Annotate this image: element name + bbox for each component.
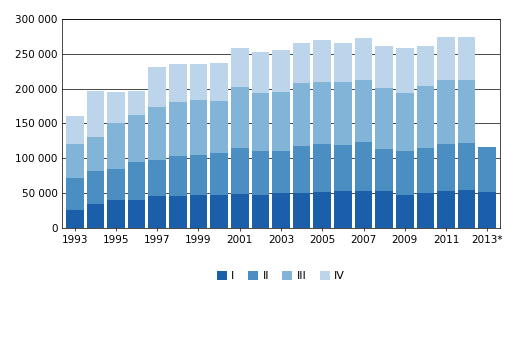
Bar (272, 92, 290, 151)
Bar (458, 80, 475, 143)
Bar (272, 151, 290, 193)
Bar (190, 64, 207, 100)
Bar (231, 87, 249, 148)
Bar (417, 86, 434, 148)
Bar (169, 64, 187, 102)
Bar (107, 169, 125, 200)
Bar (375, 149, 393, 191)
Bar (107, 92, 125, 123)
Bar (479, 147, 496, 192)
Bar (437, 144, 455, 191)
Bar (375, 88, 393, 149)
Bar (479, 192, 496, 228)
Bar (417, 148, 434, 193)
Bar (231, 148, 249, 194)
Bar (128, 90, 145, 115)
Bar (252, 93, 269, 151)
Bar (458, 37, 475, 80)
Bar (417, 193, 434, 228)
Bar (252, 52, 269, 93)
Bar (210, 153, 228, 195)
Bar (169, 102, 187, 156)
Bar (231, 194, 249, 228)
Bar (231, 47, 249, 87)
Bar (354, 191, 372, 228)
Bar (169, 196, 187, 228)
Bar (190, 195, 207, 228)
Bar (293, 193, 310, 228)
Bar (272, 50, 290, 92)
Bar (437, 191, 455, 228)
Bar (396, 195, 414, 228)
Bar (107, 123, 125, 169)
Bar (313, 144, 331, 192)
Bar (313, 192, 331, 228)
Bar (66, 116, 84, 143)
Bar (293, 83, 310, 146)
Bar (458, 143, 475, 190)
Bar (210, 101, 228, 153)
Bar (66, 210, 84, 228)
Bar (354, 142, 372, 191)
Bar (128, 162, 145, 200)
Bar (128, 115, 145, 162)
Bar (148, 196, 166, 228)
Bar (334, 43, 352, 82)
Bar (87, 137, 104, 171)
Bar (210, 63, 228, 101)
Legend: I, II, III, IV: I, II, III, IV (212, 267, 349, 286)
Bar (190, 155, 207, 195)
Bar (354, 79, 372, 142)
Bar (396, 93, 414, 151)
Bar (396, 48, 414, 93)
Bar (107, 200, 125, 228)
Bar (128, 200, 145, 228)
Bar (272, 193, 290, 228)
Bar (66, 143, 84, 178)
Bar (354, 38, 372, 79)
Bar (437, 80, 455, 144)
Bar (293, 43, 310, 83)
Bar (313, 40, 331, 82)
Bar (148, 160, 166, 196)
Bar (190, 100, 207, 155)
Bar (334, 145, 352, 192)
Bar (87, 171, 104, 204)
Bar (375, 46, 393, 88)
Bar (148, 107, 166, 160)
Bar (252, 195, 269, 228)
Bar (334, 192, 352, 228)
Bar (87, 204, 104, 228)
Bar (87, 92, 104, 137)
Bar (375, 191, 393, 228)
Bar (396, 151, 414, 195)
Bar (210, 195, 228, 228)
Bar (334, 82, 352, 145)
Bar (169, 156, 187, 196)
Bar (458, 190, 475, 228)
Bar (66, 178, 84, 210)
Bar (313, 82, 331, 144)
Bar (417, 46, 434, 86)
Bar (293, 146, 310, 193)
Bar (437, 37, 455, 80)
Bar (148, 67, 166, 107)
Bar (252, 151, 269, 195)
